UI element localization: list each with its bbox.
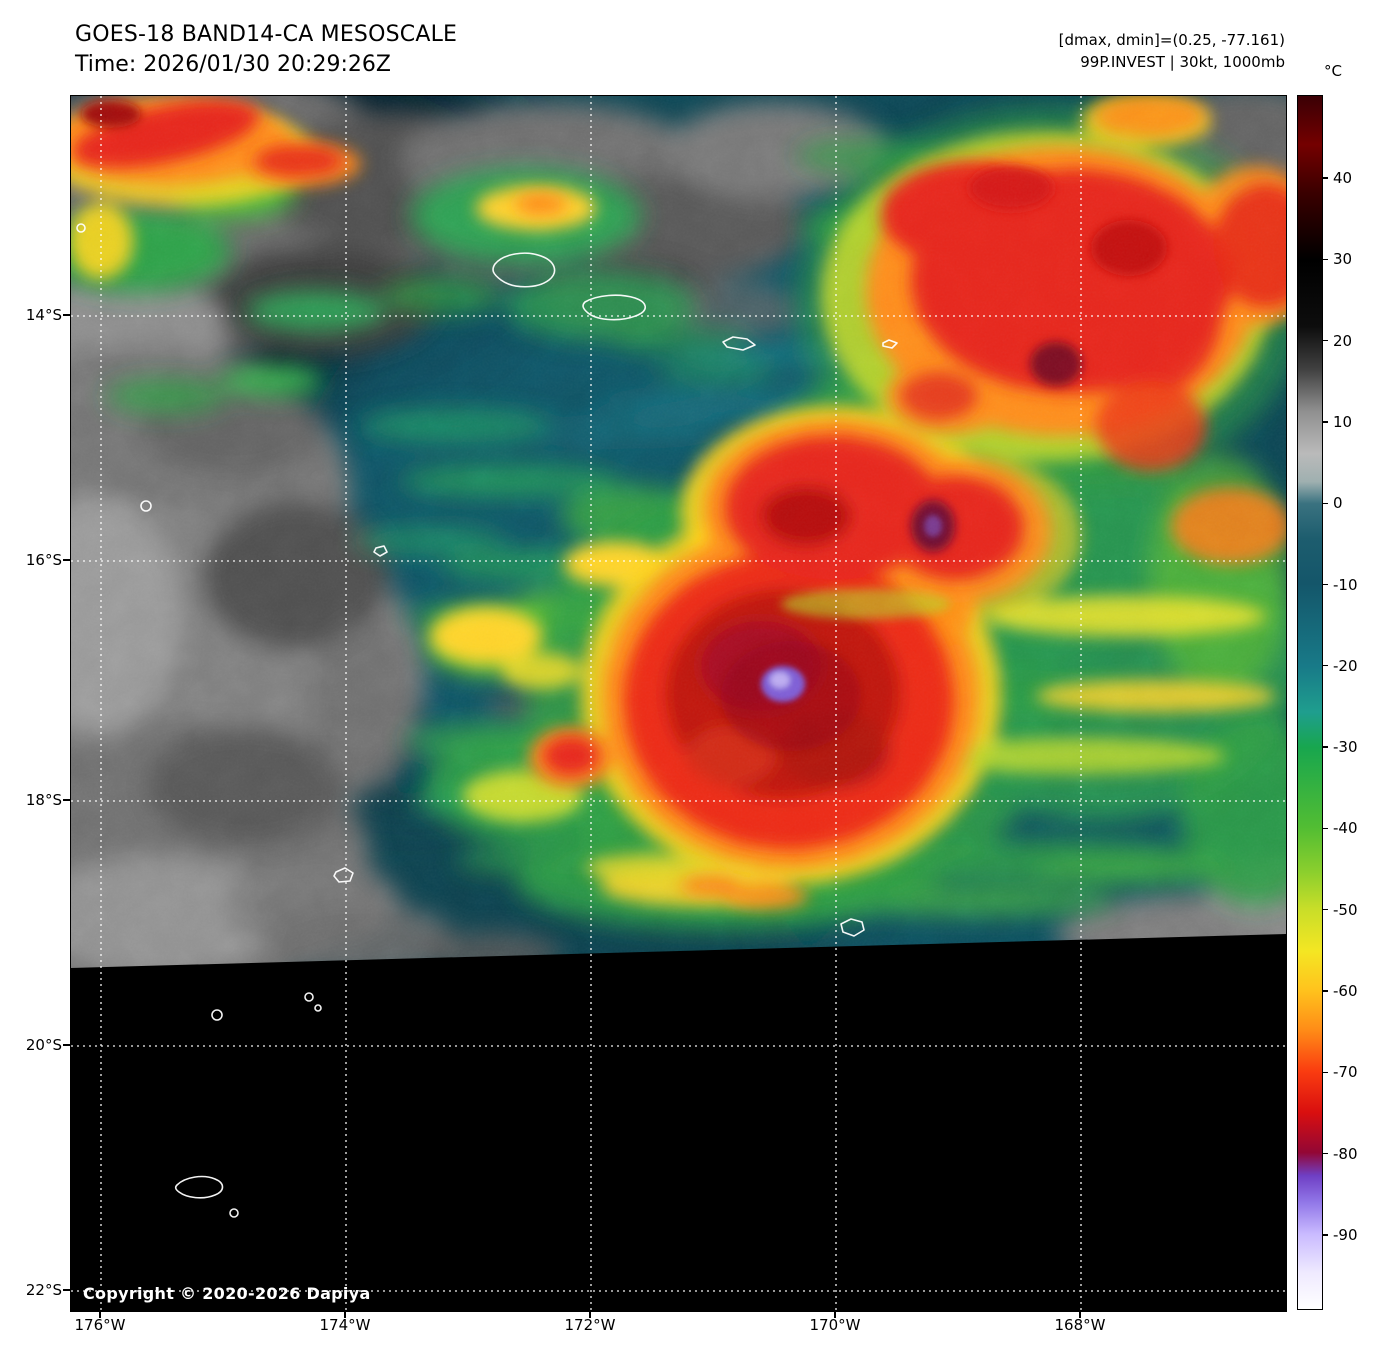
colorbar-tick-mark xyxy=(1323,746,1328,748)
no-data-region xyxy=(71,934,1286,1311)
lat-axis-label: 22°S xyxy=(25,1281,62,1299)
colorbar-tick-label: -70 xyxy=(1333,1063,1358,1082)
colorbar-tick-mark xyxy=(1323,1152,1328,1155)
colorbar-tick-label: 10 xyxy=(1333,412,1353,431)
copyright-label: Copyright © 2020-2026 Dapiya xyxy=(83,1284,371,1303)
time-label: Time: 2026/01/30 20:29:26Z xyxy=(75,52,391,77)
lat-axis-tick xyxy=(63,799,70,801)
dmax-dmin-label: [dmax, dmin]=(0.25, -77.161) xyxy=(1058,31,1285,49)
lat-axis-tick xyxy=(63,314,70,316)
coastlines xyxy=(76,223,898,1218)
colorbar-tick-mark xyxy=(1323,502,1328,504)
colorbar-tick-mark xyxy=(1323,1234,1328,1236)
colorbar-tick-mark xyxy=(1323,665,1328,667)
colorbar-tick-label: 20 xyxy=(1333,331,1353,350)
colorbar-tick-mark xyxy=(1323,827,1328,830)
colorbar-tick-label: 0 xyxy=(1333,494,1343,513)
lon-axis-tick xyxy=(344,1311,346,1318)
map-area: Copyright © 2020-2026 Dapiya xyxy=(70,95,1287,1312)
colorbar-tick-label: -80 xyxy=(1333,1144,1358,1163)
colorbar-tick-mark xyxy=(1323,177,1328,179)
storm-info-label: 99P.INVEST | 30kt, 1000mb xyxy=(1080,53,1285,71)
lon-axis-tick xyxy=(589,1311,591,1318)
lat-axis-tick xyxy=(63,559,70,561)
colorbar-tick-label: -10 xyxy=(1333,575,1358,594)
colorbar-tick-label: -90 xyxy=(1333,1225,1358,1244)
lon-axis-label: 172°W xyxy=(564,1316,616,1334)
lat-axis-label: 14°S xyxy=(25,306,62,324)
colorbar-tick-mark xyxy=(1323,1071,1328,1073)
lon-axis-label: 170°W xyxy=(809,1316,861,1334)
colorbar-tick-mark xyxy=(1323,909,1328,911)
colorbar-tick-label: 30 xyxy=(1333,250,1353,269)
colorbar-tick-mark xyxy=(1323,990,1328,992)
colorbar xyxy=(1297,95,1323,1310)
colorbar-tick-mark xyxy=(1323,339,1328,342)
colorbar-tick-label: -60 xyxy=(1333,982,1358,1000)
colorbar-tick-mark xyxy=(1323,583,1328,586)
colorbar-tick-mark xyxy=(1323,421,1328,423)
lon-axis-label: 176°W xyxy=(74,1316,126,1334)
gridlines xyxy=(71,96,1286,1311)
lat-axis-tick xyxy=(63,1289,70,1291)
lat-axis-label: 16°S xyxy=(25,551,62,569)
colorbar-tick-label: -20 xyxy=(1333,656,1358,675)
lon-axis-tick xyxy=(1079,1311,1081,1318)
lon-axis-label: 168°W xyxy=(1054,1316,1106,1334)
colorbar-ticks: 40 30 20 10 0 -10 -20 -30 -40 -50 -60 -70 -80 -90 xyxy=(1323,95,1387,1312)
lat-axis-tick xyxy=(63,1044,70,1046)
lon-axis-label: 174°W xyxy=(319,1316,371,1334)
colorbar-tick-label: -50 xyxy=(1333,900,1358,919)
colorbar-tick-label: -30 xyxy=(1333,738,1358,757)
page-title: GOES-18 BAND14-CA MESOSCALE xyxy=(75,22,458,47)
satellite-imagery xyxy=(71,96,1286,1311)
lat-axis-label: 18°S xyxy=(25,791,62,809)
colorbar-tick-label: -40 xyxy=(1333,819,1358,838)
colorbar-unit-label: °C xyxy=(1324,62,1342,80)
mottle-texture xyxy=(71,96,1286,976)
colorbar-tick-label: 40 xyxy=(1333,169,1353,187)
colorbar-tick-mark xyxy=(1323,258,1328,260)
lat-axis-label: 20°S xyxy=(25,1036,62,1054)
lon-axis-tick xyxy=(99,1311,101,1318)
lon-axis-tick xyxy=(834,1311,836,1318)
